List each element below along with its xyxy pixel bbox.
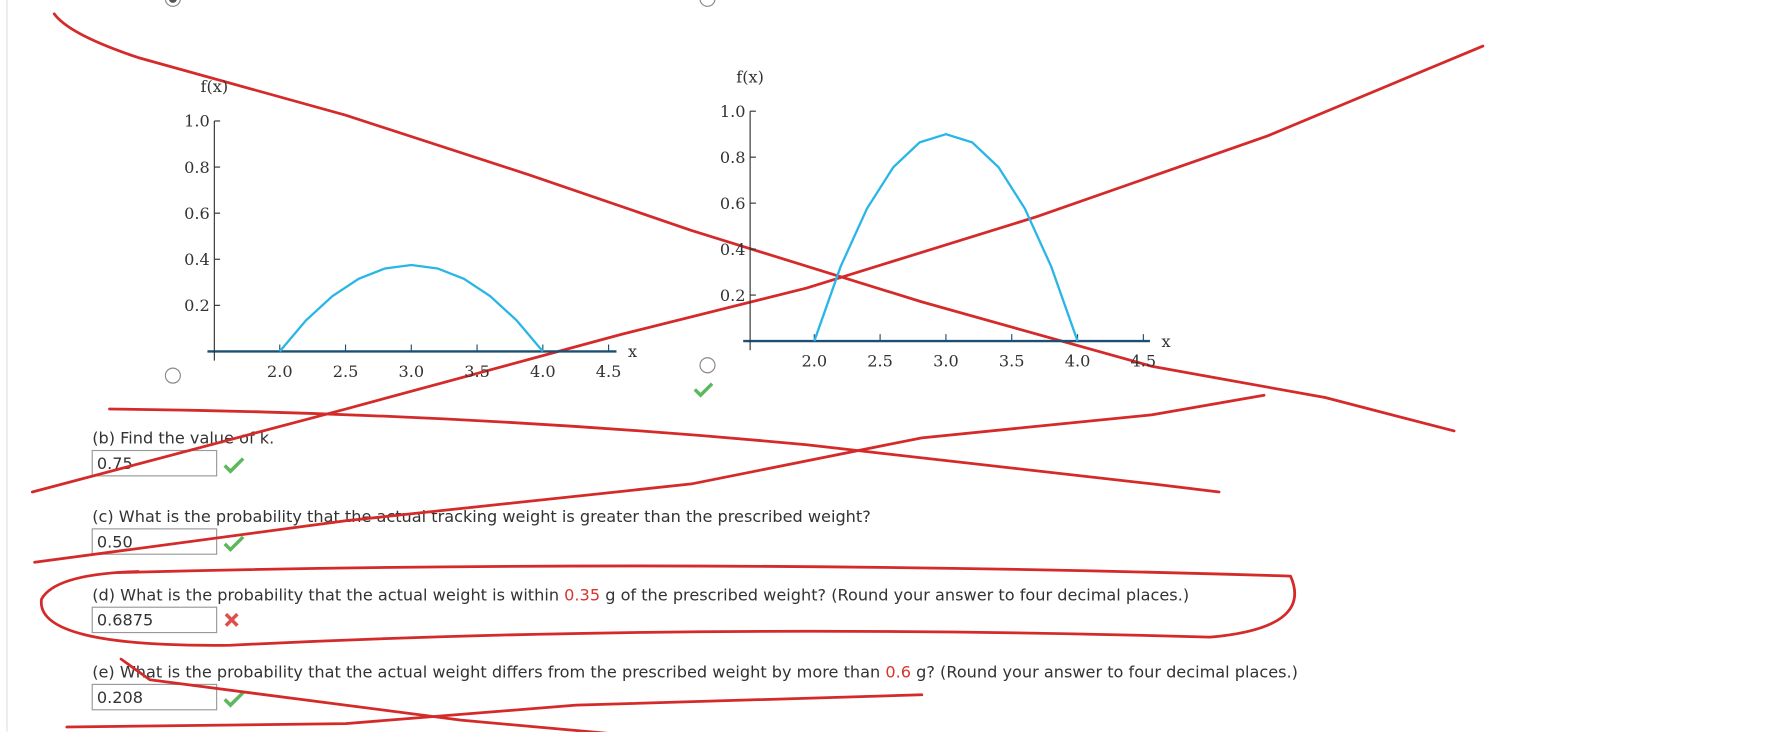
scribble [119, 657, 609, 732]
x-tick-label: 3.0 [933, 351, 959, 370]
x-tick-label: 2.5 [333, 362, 359, 381]
answer-value: 0.6875 [97, 611, 153, 630]
x-axis-label: x [628, 342, 637, 361]
y-tick-label: 1.0 [184, 112, 210, 131]
x-tick-label: 2.0 [267, 362, 293, 381]
scribble [40, 564, 1297, 647]
question-part: (b) Find the value of k. [92, 429, 274, 448]
x-tick-label: 4.0 [1065, 351, 1091, 370]
x-tick-label: 4.5 [1131, 351, 1157, 370]
answer-value: 0.50 [97, 532, 133, 551]
x-tick-label: 4.0 [530, 362, 556, 381]
y-tick-label: 0.6 [720, 194, 746, 213]
check-icon [693, 382, 714, 398]
answer-input[interactable] [91, 683, 218, 711]
check-icon [223, 535, 245, 553]
question-part: g of the prescribed weight? (Round your … [600, 585, 1189, 604]
x-tick-label: 4.5 [596, 362, 622, 381]
scribble [65, 693, 924, 729]
y-tick-label: 1.0 [720, 102, 746, 121]
annotations [30, 12, 1485, 732]
scribble [108, 407, 1221, 494]
check-icon [223, 691, 245, 708]
y-tick-label: 0.4 [720, 240, 746, 259]
y-axis-label: f(x) [201, 77, 229, 96]
y-tick-label: 0.8 [184, 158, 210, 177]
x-tick-label: 3.5 [464, 362, 490, 381]
radio[interactable] [164, 0, 181, 7]
scribble [52, 12, 1456, 433]
question-text: (e) What is the probability that the act… [92, 663, 1298, 682]
y-tick-label: 0.6 [184, 204, 210, 223]
radio[interactable] [164, 367, 181, 384]
x-tick-label: 2.0 [801, 351, 827, 370]
density-curve [278, 263, 544, 353]
radio[interactable] [699, 357, 716, 374]
y-tick-label: 0.2 [184, 296, 210, 315]
y-axis-label: f(x) [736, 67, 764, 86]
y-tick-label: 0.2 [720, 286, 746, 305]
check-icon [223, 457, 245, 474]
x-tick-label: 3.5 [999, 351, 1025, 370]
answer-input[interactable] [91, 606, 218, 634]
y-tick-label: 0.4 [184, 250, 210, 269]
question-part: g? (Round your answer to four decimal pl… [911, 663, 1298, 682]
question-part: (d) What is the probability that the act… [92, 585, 564, 604]
question-text: (b) Find the value of k. [92, 429, 274, 448]
y-tick-label: 0.8 [720, 148, 746, 167]
scribble [30, 44, 1485, 494]
x-tick-label: 2.5 [867, 351, 893, 370]
answer-value: 0.208 [97, 688, 143, 707]
question-part: (c) What is the probability that the act… [92, 507, 871, 526]
question-part: 0.35 [564, 585, 600, 604]
radio[interactable] [699, 0, 716, 7]
radio-dot [169, 0, 177, 3]
question-part: 0.6 [885, 663, 911, 682]
question-part: (e) What is the probability that the act… [92, 663, 885, 682]
density-curve [813, 132, 1079, 342]
x-tick-label: 3.0 [398, 362, 424, 381]
questions: (b) Find the value of k.0.75(c) What is … [91, 429, 1298, 711]
question-text: (c) What is the probability that the act… [92, 507, 871, 526]
cross-icon [224, 612, 239, 627]
graph: f(x) x 0.2 0.4 0.6 0.8 1.0 2.0 2.5 3.0 3.5 4.0 4.5 [720, 67, 1171, 370]
graph: f(x) x 0.2 0.4 0.6 0.8 1.0 2.0 2.5 3.0 3.5 4.0 4.5 [184, 77, 637, 381]
x-axis-label: x [1162, 332, 1171, 351]
question-text: (d) What is the probability that the act… [92, 585, 1189, 604]
scribble [33, 393, 1266, 564]
